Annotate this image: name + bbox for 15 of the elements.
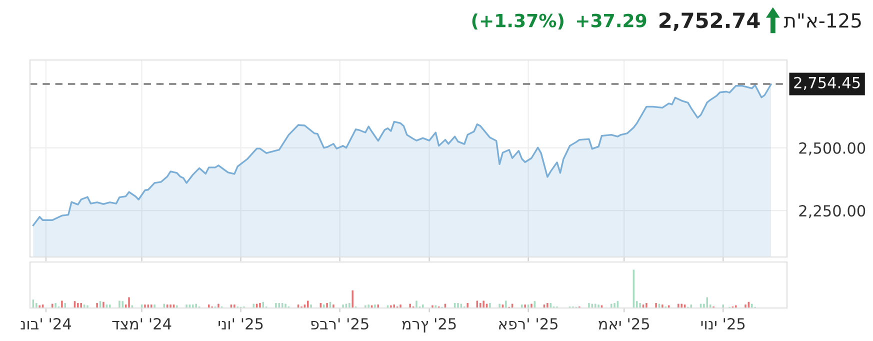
text: +37.29 — [577, 14, 646, 28]
x-tick-label: דצמ' '24 — [112, 318, 172, 330]
x-tick-label: נוב' '24 — [20, 318, 72, 330]
text: (+1.37%) — [472, 13, 564, 30]
chart-title: ת"א-125 — [784, 13, 861, 28]
text: 2,752.74 — [660, 12, 760, 31]
x-tick-label: יוני '25 — [701, 318, 745, 330]
x-tick-label: מרץ '25 — [402, 318, 456, 333]
x-tick-label: אפר' '25 — [499, 318, 558, 330]
y-tick-label: 2,500.00 — [799, 142, 866, 156]
x-tick-label: פבר' '25 — [311, 318, 368, 330]
x-tick-label: מאי '25 — [598, 318, 650, 330]
ref-line-label: 2,754.45 — [794, 76, 860, 90]
y-tick-label: 2,250.00 — [799, 205, 866, 218]
x-tick-label: ינו' '25 — [218, 318, 263, 330]
